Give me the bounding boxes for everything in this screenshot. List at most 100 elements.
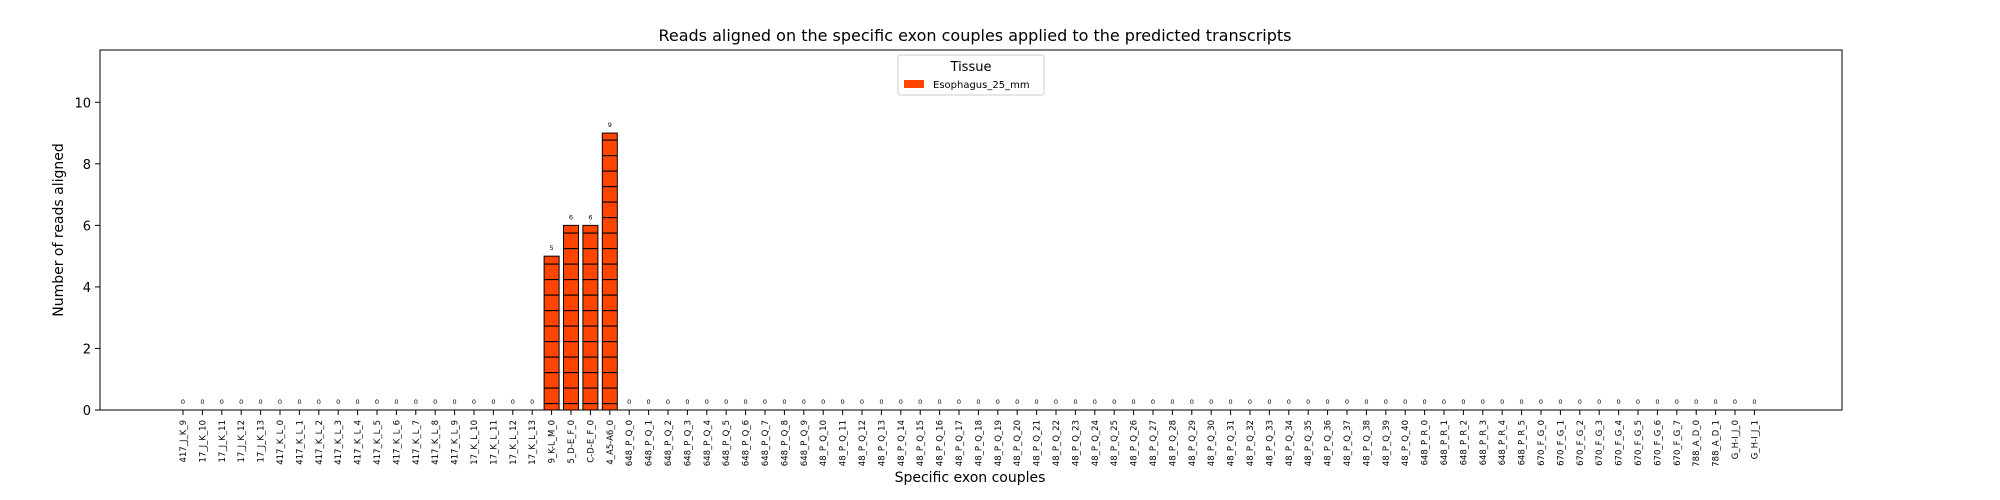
x-tick-label: 648_P_Q_6 — [742, 420, 752, 466]
x-tick-label: 648_P_R_0 — [1421, 420, 1431, 465]
x-tick-label: 648_P_Q_1 — [645, 420, 655, 466]
bar-value-label: 0 — [1093, 398, 1097, 406]
bar-value-label: 0 — [1752, 398, 1756, 406]
bar-value-label: 0 — [938, 398, 942, 406]
bar-value-label: 0 — [1714, 398, 1718, 406]
value-labels-group: 0 0 0 0 0 0 0 0 0 0 0 0 0 0 0 0 0 0 0 5 6 6 9 0 0 0 0 0 0 0 0 0 0 0 0 0 0 0 0 0… — [181, 121, 1757, 406]
bar-value-label: 0 — [744, 398, 748, 406]
bar-hatch — [563, 225, 579, 410]
x-tick-label: 48_P_Q_31 — [1227, 420, 1237, 466]
bars-group — [543, 132, 618, 411]
bar-value-label: 0 — [453, 398, 457, 406]
bar-value-label: 0 — [1539, 398, 1543, 406]
x-tick-label: 648_P_R_2 — [1459, 420, 1469, 465]
legend: Tissue Esophagus_25_mm — [897, 54, 1045, 96]
x-tick-label: 4_A5-A6_0 — [606, 420, 616, 465]
bar-value-label: 0 — [1151, 398, 1155, 406]
bar-value-label: 0 — [647, 398, 651, 406]
x-tick-label: 17_J_K_12 — [237, 420, 247, 462]
x-tick-label: 48_P_Q_23 — [1071, 420, 1081, 466]
x-tick-label: 670_F_G_6 — [1653, 420, 1663, 466]
bar-value-label: 0 — [414, 398, 418, 406]
x-tick-label: 48_P_Q_21 — [1033, 420, 1043, 466]
bar-value-label: 0 — [666, 398, 670, 406]
x-tick-label: 417_K_L_9 — [451, 420, 461, 465]
x-axis-title: Specific exon couples — [895, 470, 1046, 486]
x-tick-label: 670_F_G_0 — [1537, 420, 1547, 466]
bar-value-label: 0 — [220, 398, 224, 406]
x-tick-label: 48_P_Q_30 — [1207, 420, 1217, 466]
x-tick-label: 648_P_Q_5 — [722, 420, 732, 466]
bar-value-label: 0 — [1326, 398, 1330, 406]
bar-value-label: 0 — [1073, 398, 1077, 406]
x-tick-label: 48_P_Q_40 — [1401, 420, 1411, 466]
y-tick-label: 2 — [83, 342, 91, 357]
x-tick-label: 48_P_Q_22 — [1052, 420, 1062, 466]
x-tick-label: 648_P_Q_0 — [625, 420, 635, 466]
bar-value-label: 0 — [705, 398, 709, 406]
x-tick-label: 48_P_Q_19 — [994, 420, 1004, 466]
bar-value-label: 0 — [1190, 398, 1194, 406]
bar-value-label: 0 — [1287, 398, 1291, 406]
bar-value-label: 0 — [763, 398, 767, 406]
bar-value-label: 0 — [239, 398, 243, 406]
x-tick-label: 670_F_G_4 — [1615, 420, 1625, 466]
legend-series-label: Esophagus_25_mm — [933, 80, 1030, 91]
x-tick-label: 17_J_K_11 — [218, 420, 228, 462]
bar-value-label: 0 — [530, 398, 534, 406]
x-tick-label: 670_F_G_1 — [1556, 420, 1566, 466]
x-tick-label: 417_K_L_0 — [276, 420, 286, 465]
bar-value-label: 0 — [511, 398, 515, 406]
y-tick-label: 6 — [83, 219, 91, 234]
x-axis: 417_J_K_9 17_J_K_10 17_J_K_11 17_J_K_12 17_J… — [179, 410, 1760, 467]
y-tick-label: 4 — [83, 281, 91, 296]
x-tick-label: 648_P_Q_4 — [703, 420, 713, 466]
bar-value-label: 0 — [472, 398, 476, 406]
x-tick-label: 48_P_Q_34 — [1285, 420, 1295, 466]
bar-value-label: 0 — [1578, 398, 1582, 406]
bar-value-label: 0 — [918, 398, 922, 406]
bar-value-label: 0 — [1461, 398, 1465, 406]
x-tick-label: 48_P_Q_14 — [897, 420, 907, 466]
x-tick-label: C-D-E_F_0 — [586, 420, 596, 463]
x-tick-label: 648_P_Q_3 — [683, 420, 693, 466]
bar-value-label: 0 — [1384, 398, 1388, 406]
bar-value-label: 0 — [627, 398, 631, 406]
x-tick-label: 648_P_Q_9 — [800, 420, 810, 466]
bar-value-label: 0 — [1442, 398, 1446, 406]
x-tick-label: 17_J_K_13 — [257, 420, 267, 462]
x-tick-label: 48_P_Q_38 — [1362, 420, 1372, 466]
bar-value-label: 6 — [588, 213, 592, 221]
bar-value-label: 0 — [1345, 398, 1349, 406]
bar-value-label: 0 — [200, 398, 204, 406]
bar-value-label: 0 — [957, 398, 961, 406]
bar-value-label: 0 — [356, 398, 360, 406]
bar-value-label: 0 — [317, 398, 321, 406]
x-tick-label: 48_P_Q_35 — [1304, 420, 1314, 466]
bar-value-label: 0 — [1655, 398, 1659, 406]
bar-value-label: 0 — [336, 398, 340, 406]
legend-swatch — [904, 80, 924, 88]
bar-value-label: 9 — [608, 121, 612, 129]
x-tick-label: 648_P_Q_2 — [664, 420, 674, 466]
x-tick-label: 670_F_G_5 — [1634, 420, 1644, 466]
bar-value-label: 0 — [1694, 398, 1698, 406]
x-tick-label: 48_P_Q_17 — [955, 420, 965, 466]
bar-value-label: 0 — [1112, 398, 1116, 406]
x-tick-label: 48_P_Q_13 — [877, 420, 887, 466]
bar-value-label: 0 — [996, 398, 1000, 406]
x-tick-label: 5_D-E_F_0 — [567, 420, 577, 463]
x-tick-label: 48_P_Q_10 — [819, 420, 829, 466]
x-tick-label: G_H-I_J_1 — [1750, 420, 1760, 459]
bar-value-label: 0 — [1636, 398, 1640, 406]
x-tick-label: 17_K_L_11 — [489, 420, 499, 465]
x-tick-label: 48_P_Q_12 — [858, 420, 868, 466]
bar-value-label: 0 — [1132, 398, 1136, 406]
x-tick-label: 17_K_L_13 — [528, 420, 538, 465]
x-tick-label: 48_P_Q_24 — [1091, 420, 1101, 466]
bar-value-label: 0 — [685, 398, 689, 406]
x-tick-label: 48_P_Q_16 — [936, 420, 946, 466]
x-tick-label: 48_P_Q_28 — [1168, 420, 1178, 466]
y-axis-title: Number of reads aligned — [51, 143, 67, 317]
x-tick-label: 9_K-L_M_0 — [548, 420, 558, 463]
